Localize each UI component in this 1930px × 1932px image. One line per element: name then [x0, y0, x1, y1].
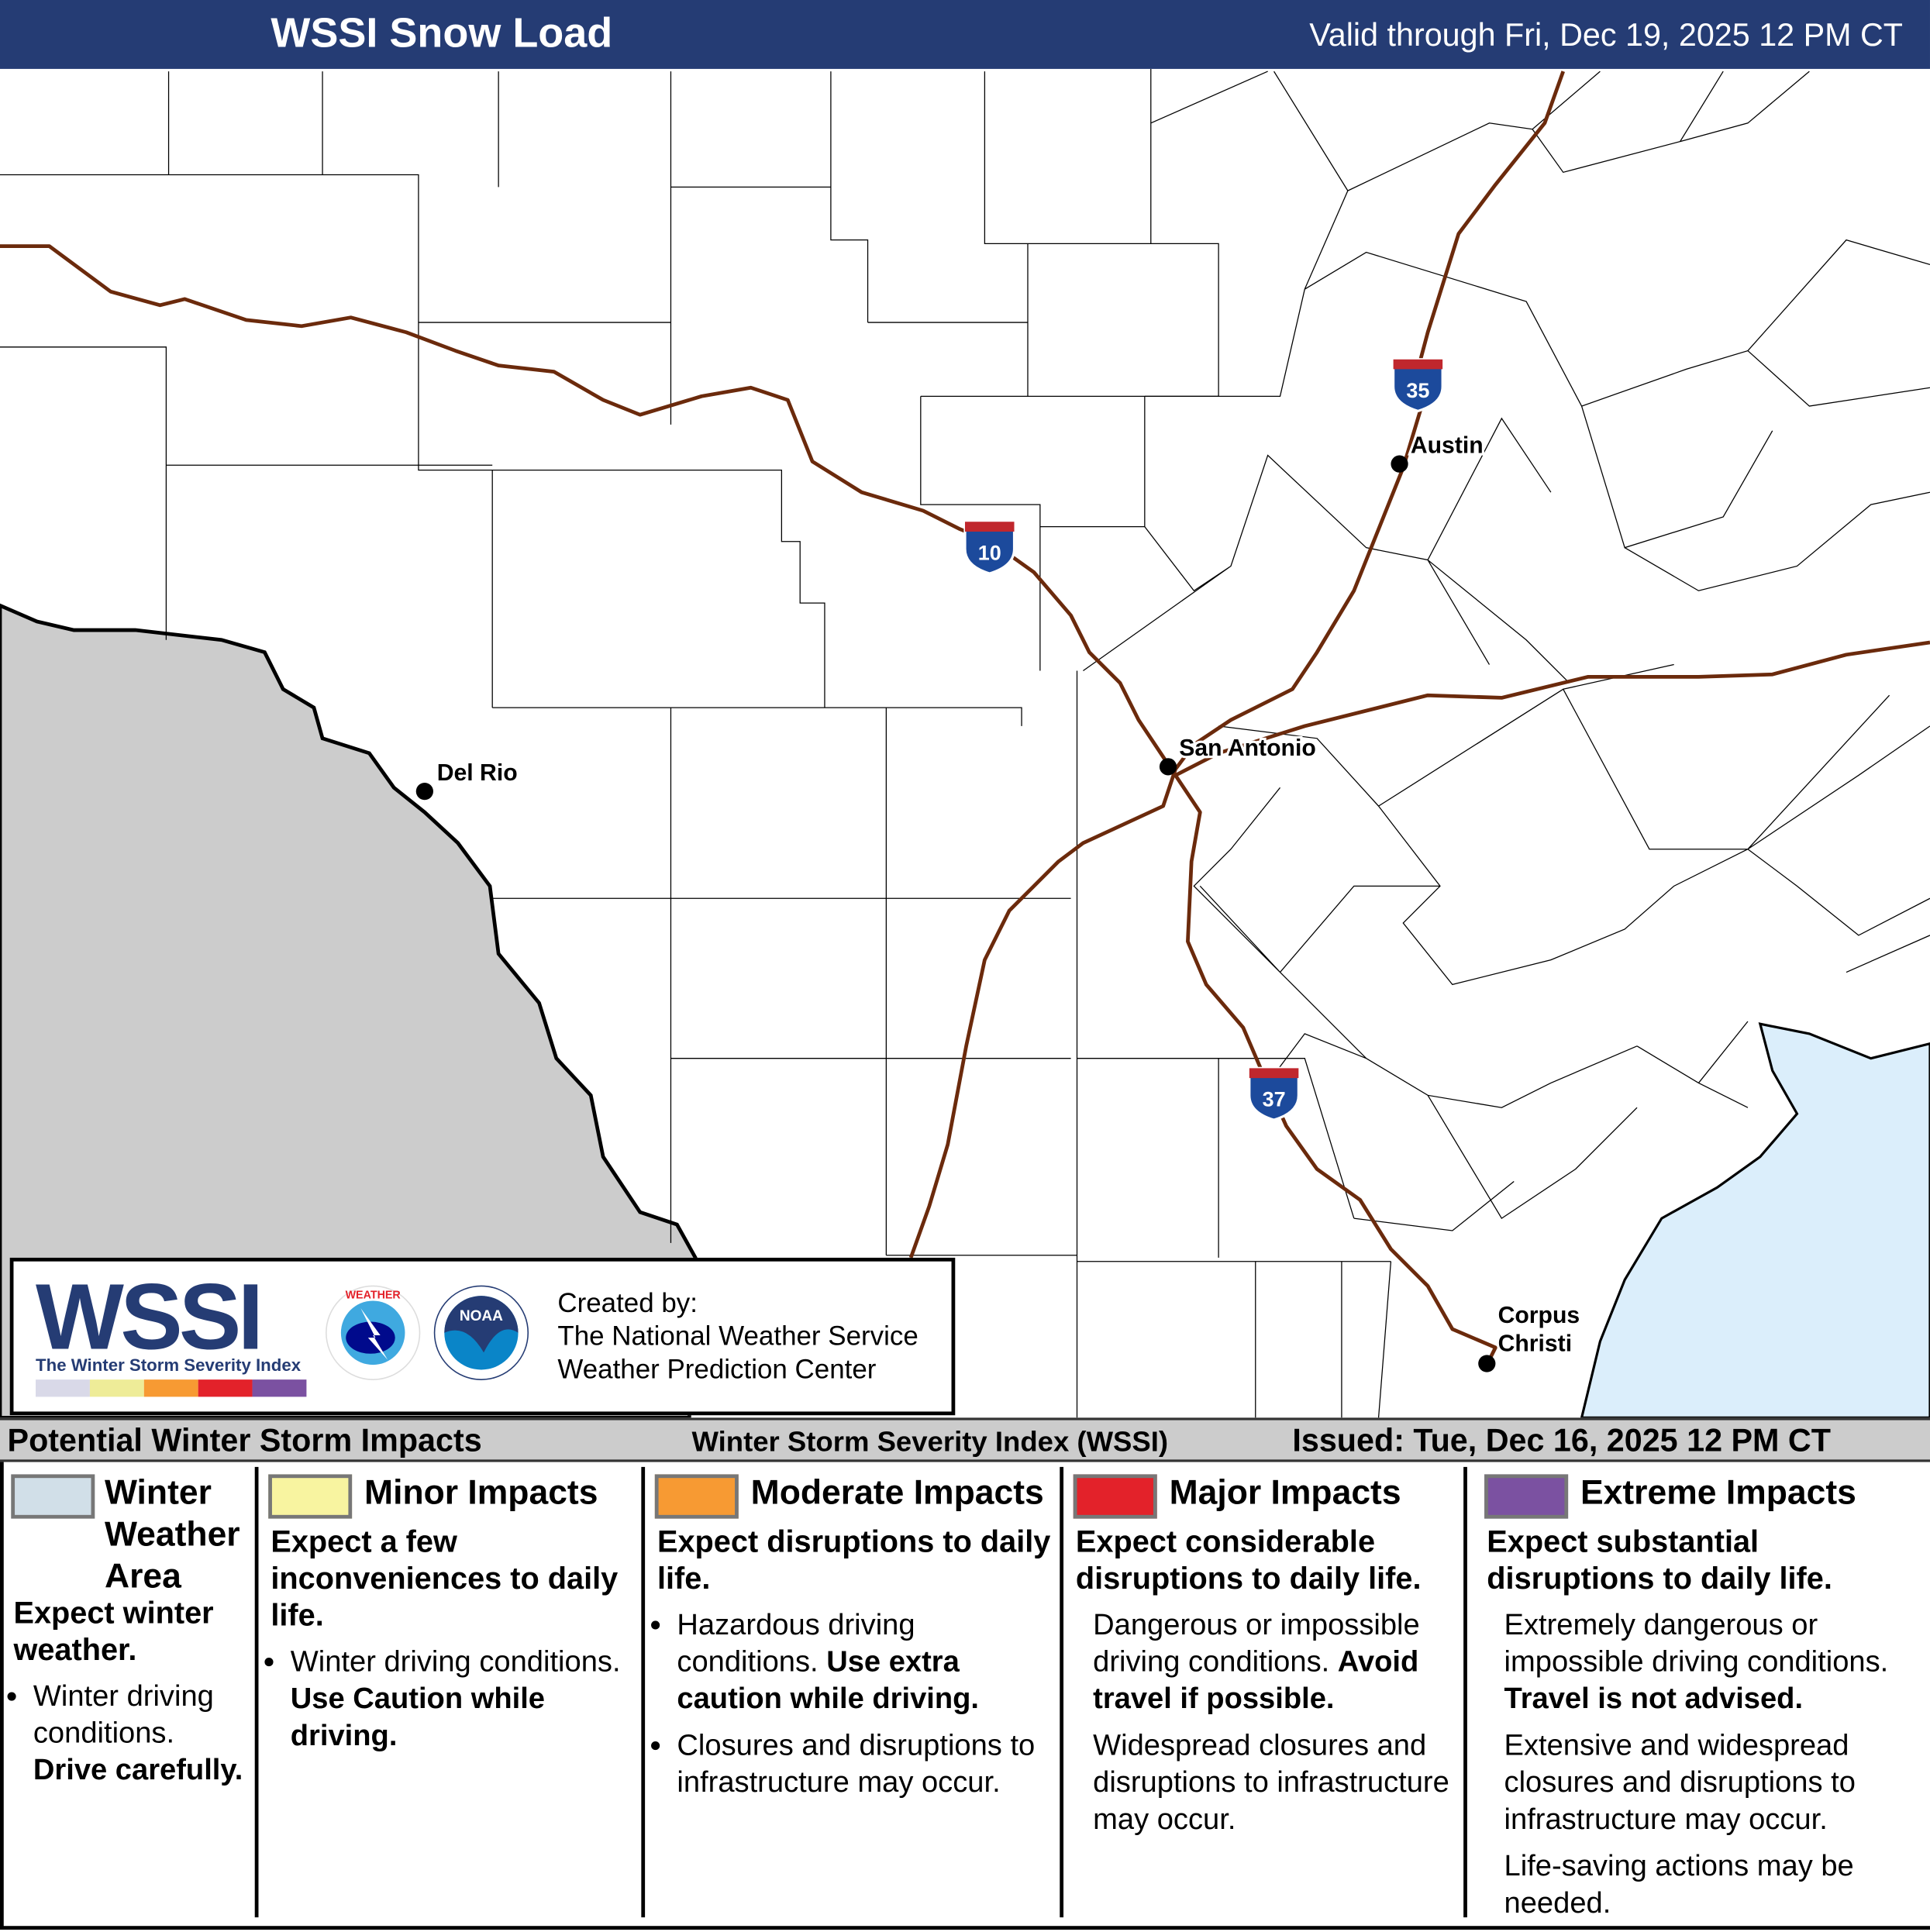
category-title: Major Impacts — [1169, 1472, 1401, 1512]
wssi-logo: WSSI — [36, 1265, 264, 1370]
map-title: WSSI Snow Load — [271, 9, 613, 57]
del-rio-dot — [415, 782, 433, 801]
i10-east-road — [1174, 640, 1930, 777]
valid-time: Valid through Fri, Dec 19, 2025 12 PM CT — [1309, 15, 1904, 53]
svg-text:WEATHER: WEATHER — [346, 1289, 402, 1301]
gulf-water — [1580, 1022, 1930, 1418]
legend-title: Potential Winter Storm Impacts — [7, 1421, 482, 1458]
category-title: Minor Impacts — [364, 1472, 598, 1512]
category-major: Major Impacts Expect considerable disrup… — [1063, 1462, 1463, 1920]
header: WSSI Snow Load Valid through Fri, Dec 19… — [0, 0, 1930, 69]
corpus-christi-label: Corpus — [1498, 1303, 1580, 1328]
credits-box: WSSI The Winter Storm Severity Index WEA… — [9, 1257, 956, 1416]
category-title: Moderate Impacts — [750, 1472, 1044, 1512]
san-antonio-dot — [1159, 758, 1177, 776]
category-headline: Expect considerable disruptions to daily… — [1075, 1524, 1422, 1596]
category-minor: Minor Impacts Expect a few inconvenience… — [258, 1462, 641, 1920]
i35-shield: 35 — [1392, 358, 1444, 413]
mexico-area — [0, 603, 698, 1418]
category-extreme: Extreme Impacts Expect substantial disru… — [1467, 1462, 1930, 1920]
svg-text:10: 10 — [978, 542, 1001, 565]
category-text: Hazardous driving conditions. — [677, 1608, 915, 1679]
i10-shield: 10 — [963, 520, 1016, 575]
category-text-2: Closures and disruptions to infrastructu… — [677, 1729, 1036, 1799]
swatch — [268, 1474, 353, 1519]
creator-nws: The National Weather Service — [557, 1320, 918, 1352]
category-advice: Travel is not advised. — [1504, 1682, 1804, 1716]
creator-wpc: Weather Prediction Center — [557, 1353, 877, 1385]
corpus-christi-dot — [1478, 1355, 1496, 1372]
swatch — [654, 1474, 739, 1519]
wssi-subtitle: The Winter Storm Severity Index — [36, 1355, 302, 1375]
cities: Austin San Antonio Del Rio Corpus Christ… — [415, 430, 1582, 1372]
map: 10 35 37 Austin San Antonio Del Rio Corp… — [0, 68, 1930, 1418]
i35-road — [908, 71, 1566, 1259]
created-by-label: Created by: — [557, 1287, 698, 1318]
category-headline: Expect substantial disruptions to daily … — [1487, 1524, 1832, 1596]
legend-title-bar: Potential Winter Storm Impacts Winter St… — [0, 1417, 1930, 1462]
austin-dot — [1391, 455, 1408, 473]
svg-text:37: 37 — [1263, 1088, 1286, 1111]
category-text: Dangerous or impossible driving conditio… — [1093, 1608, 1420, 1679]
category-text: Extremely dangerous or impossible drivin… — [1504, 1608, 1889, 1679]
i37-shield: 37 — [1248, 1066, 1300, 1121]
category-headline: Expect a few inconveniences to daily lif… — [271, 1524, 619, 1634]
austin-label: Austin — [1411, 432, 1484, 458]
wssi-color-scale — [36, 1379, 307, 1397]
category-moderate: Moderate Impacts Expect disruptions to d… — [645, 1462, 1060, 1920]
interstate-highways — [0, 71, 1930, 1361]
swatch — [1484, 1474, 1569, 1519]
i10-road — [0, 244, 1177, 777]
created-by: Created by: The National Weather Service… — [557, 1286, 918, 1386]
category-title: Winter Weather Area — [104, 1472, 240, 1596]
san-antonio-label: San Antonio — [1179, 735, 1315, 761]
noaa-logo: NOAA — [433, 1285, 529, 1380]
swatch — [1073, 1474, 1157, 1519]
corpus-christi-label-2: Christi — [1498, 1331, 1573, 1357]
category-advice: Drive carefully. — [33, 1753, 243, 1787]
category-advice: Avoid travel if possible. — [1093, 1645, 1419, 1716]
county-lines — [0, 68, 1930, 1418]
svg-text:35: 35 — [1406, 379, 1429, 402]
category-text: Winter driving conditions. — [290, 1645, 621, 1679]
category-text-2: Extensive and widespread closures and di… — [1504, 1729, 1856, 1837]
category-text-3: Life-saving actions may be needed. — [1504, 1849, 1854, 1920]
del-rio-label: Del Rio — [437, 760, 518, 786]
i37-road — [1174, 774, 1497, 1361]
impact-legend: Winter Weather Area Expect winter weathe… — [0, 1462, 1930, 1930]
svg-text:NOAA: NOAA — [460, 1308, 503, 1324]
category-headline: Expect disruptions to daily life. — [657, 1524, 1051, 1596]
issued-time: Issued: Tue, Dec 16, 2025 12 PM CT — [1292, 1421, 1831, 1458]
category-text: Winter driving conditions. — [33, 1679, 214, 1751]
category-text-2: Widespread closures and disruptions to i… — [1093, 1729, 1449, 1837]
nws-logo: WEATHER — [326, 1285, 421, 1380]
interstate-shields: 10 35 37 — [963, 358, 1444, 1121]
category-headline: Expect winter weather. — [13, 1596, 214, 1668]
swatch — [11, 1474, 95, 1519]
category-advice: Use extra caution while driving. — [677, 1645, 980, 1716]
category-winter-weather: Winter Weather Area Expect winter weathe… — [4, 1462, 255, 1920]
category-advice: Use Caution while driving. — [290, 1682, 546, 1753]
legend-subtitle: Winter Storm Severity Index (WSSI) — [691, 1424, 1169, 1458]
category-title: Extreme Impacts — [1580, 1472, 1856, 1512]
